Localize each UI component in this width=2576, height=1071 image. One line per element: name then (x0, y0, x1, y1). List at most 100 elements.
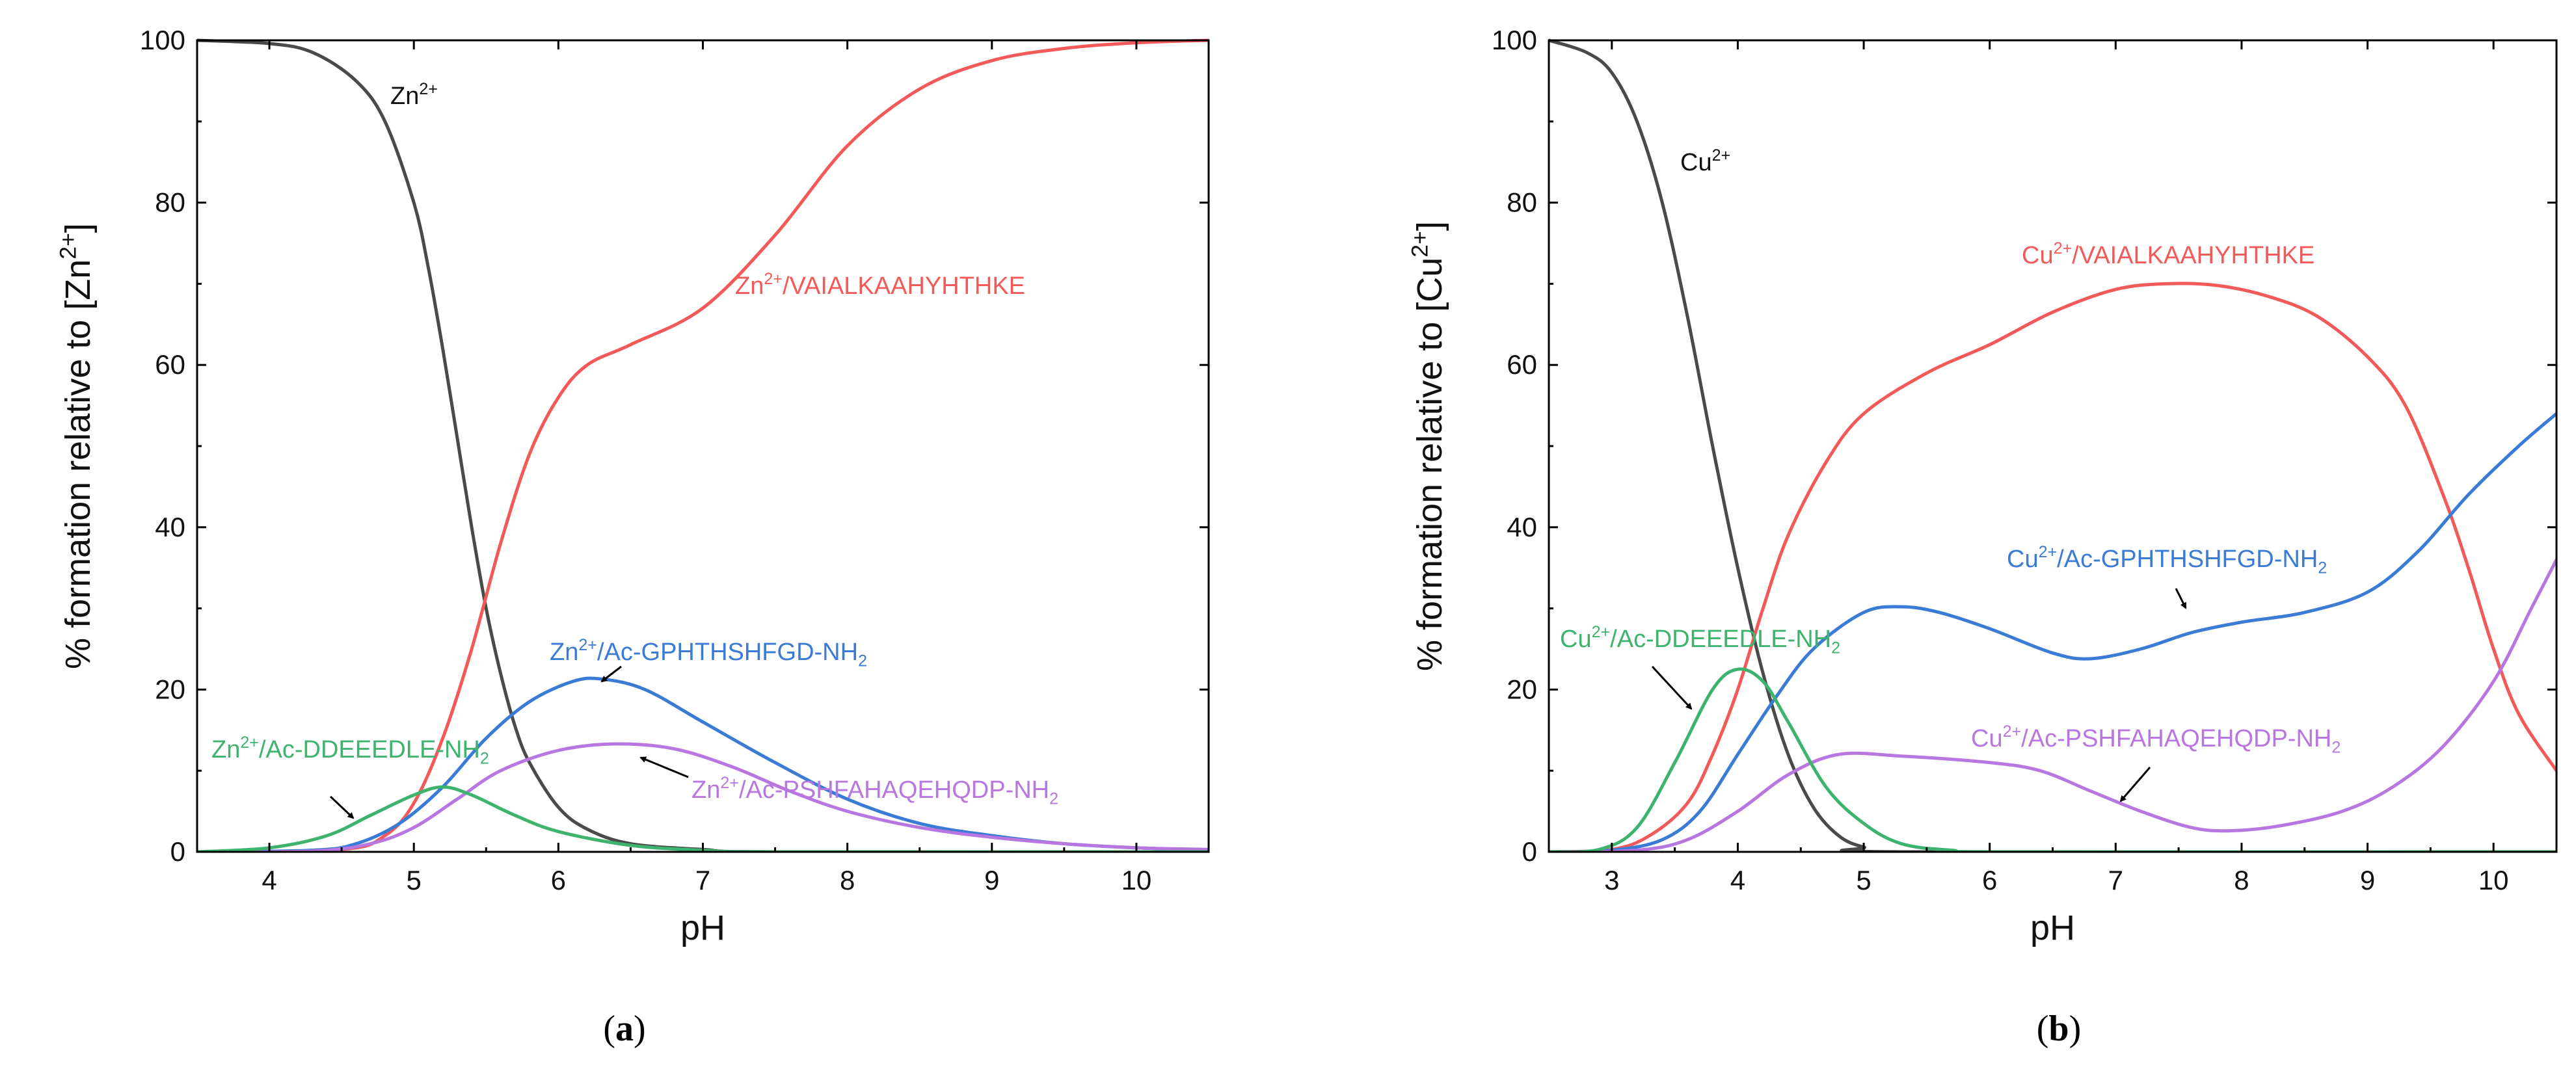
x-tick-label: 8 (2234, 865, 2249, 895)
annotation-arrow (2119, 767, 2151, 802)
x-tick-label: 6 (551, 865, 566, 895)
series-line-0 (197, 38, 1209, 852)
series-annotation-2: Cu2+/Ac-GPHTHSHFGD-NH2 (2007, 543, 2327, 577)
y-tick-label: 20 (155, 674, 185, 704)
label-rest-text: /VAIALKAAHYHTHKE (783, 272, 1025, 300)
label-superscript: 2+ (55, 233, 81, 259)
label-rest-text: /Ac-DDEEEDLE-NH (259, 736, 480, 763)
plot-frame (196, 39, 1210, 853)
y-axis-title: % formation relative to [Zn2+] (55, 223, 98, 669)
label-superscript: 2+ (764, 270, 783, 288)
x-tick-label: 4 (262, 865, 276, 895)
annotation-arrow (600, 665, 622, 683)
label-rest-text: /Ac-PSHFAHAQEHQDP-NH (2021, 725, 2331, 752)
label-main-text: Cu (1680, 149, 1712, 176)
x-tick-label: 9 (2360, 865, 2375, 895)
series-annotation-4: Cu2+/Ac-PSHFAHAQEHQDP-NH2 (1971, 722, 2341, 757)
series-line-3 (197, 742, 1209, 852)
x-tick-label: 6 (1982, 865, 1997, 895)
label-subscript: 2 (858, 652, 867, 670)
y-tick-label: 100 (140, 25, 185, 55)
label-subscript: 2 (1049, 790, 1058, 808)
label-main-text: Zn (735, 272, 764, 300)
x-axis-title: pH (680, 908, 725, 947)
label-rest-text: /Ac-GPHTHSHFGD-NH (2057, 546, 2318, 573)
label-main-text: Cu (1560, 626, 1592, 653)
annotation-arrow (2175, 588, 2187, 609)
annotation-arrow (1651, 665, 1693, 710)
label-subscript: 2 (1831, 639, 1840, 657)
x-tick-label: 5 (407, 865, 422, 895)
series-line-2 (1549, 412, 2556, 852)
label-rest-text: /Ac-DDEEEDLE-NH (1610, 626, 1831, 653)
series-annotation-4: Zn2+/Ac-PSHFAHAQEHQDP-NH2 (691, 774, 1058, 808)
panel-caption: (b) (2037, 1009, 2081, 1049)
annotation-arrow (329, 795, 355, 819)
label-subscript: 2 (480, 750, 489, 768)
label-main-text: Zn (211, 736, 240, 763)
label-superscript: 2+ (578, 636, 597, 654)
label-superscript: 2+ (240, 734, 259, 752)
label-rest-text: ] (59, 223, 98, 233)
y-tick-label: 80 (1507, 187, 1537, 218)
label-superscript: 2+ (2039, 543, 2058, 561)
label-main-text: Cu (2007, 546, 2039, 573)
x-tick-label: 8 (840, 865, 855, 895)
series-annotation-1: Zn2+/VAIALKAAHYHTHKE (735, 270, 1025, 300)
y-tick-label: 40 (1507, 512, 1537, 542)
series-annotation-3: Cu2+/Ac-DDEEEDLE-NH2 (1560, 623, 1840, 657)
y-tick-label: 80 (155, 187, 185, 218)
y-axis-title: % formation relative to [Cu2+] (1406, 221, 1449, 671)
y-tick-label: 0 (170, 836, 185, 867)
label-superscript: 2+ (1592, 623, 1611, 641)
y-tick-label: 60 (155, 349, 185, 380)
label-main-text: % formation relative to [Cu (1410, 258, 1449, 671)
x-tick-label: 7 (695, 865, 710, 895)
x-tick-label: 10 (2478, 865, 2509, 895)
x-tick-label: 10 (1121, 865, 1152, 895)
label-superscript: 2+ (1406, 231, 1432, 258)
label-superscript: 2+ (1712, 146, 1731, 165)
label-main-text: Cu (1971, 725, 2003, 752)
label-main-text: % formation relative to [Zn (59, 259, 98, 669)
x-tick-label: 5 (1856, 865, 1871, 895)
label-superscript: 2+ (419, 80, 438, 98)
y-tick-label: 20 (1507, 674, 1537, 704)
series-line-4 (1549, 667, 2556, 852)
series-line-1 (197, 38, 1209, 852)
x-tick-label: 7 (2108, 865, 2123, 895)
x-tick-label: 9 (984, 865, 999, 895)
label-main-text: Zn (390, 83, 419, 110)
label-rest-text: ] (1410, 221, 1449, 231)
y-tick-label: 40 (155, 512, 185, 542)
label-superscript: 2+ (2003, 722, 2022, 741)
series-annotation-2: Zn2+/Ac-GPHTHSHFGD-NH2 (550, 636, 867, 670)
label-main-text: Zn (691, 776, 720, 804)
series-annotation-1: Cu2+/VAIALKAAHYHTHKE (2022, 239, 2314, 269)
series-line-3 (1549, 558, 2556, 852)
x-tick-label: 4 (1730, 865, 1745, 895)
series-annotation-3: Zn2+/Ac-DDEEEDLE-NH2 (211, 734, 489, 768)
label-rest-text: /Ac-GPHTHSHFGD-NH (597, 639, 858, 666)
label-subscript: 2 (2331, 739, 2341, 757)
series-line-1 (1549, 282, 2556, 852)
label-rest-text: /Ac-PSHFAHAQEHQDP-NH (739, 776, 1049, 804)
series-line-4 (197, 785, 1209, 852)
series-annotation-0: Cu2+ (1680, 146, 1730, 176)
y-tick-label: 100 (1492, 25, 1537, 55)
label-main-text: Zn (550, 639, 578, 666)
series-group (197, 38, 1209, 852)
y-tick-label: 0 (1522, 836, 1537, 867)
label-rest-text: /VAIALKAAHYHTHKE (2072, 242, 2314, 269)
annotation-arrow (639, 756, 689, 778)
x-axis-title: pH (2030, 908, 2075, 947)
x-tick-label: 3 (1604, 865, 1619, 895)
label-subscript: 2 (2318, 559, 2327, 577)
series-annotation-0: Zn2+ (390, 80, 438, 110)
label-superscript: 2+ (2054, 239, 2073, 258)
y-tick-label: 60 (1507, 349, 1537, 380)
panel-caption: (a) (603, 1009, 645, 1049)
